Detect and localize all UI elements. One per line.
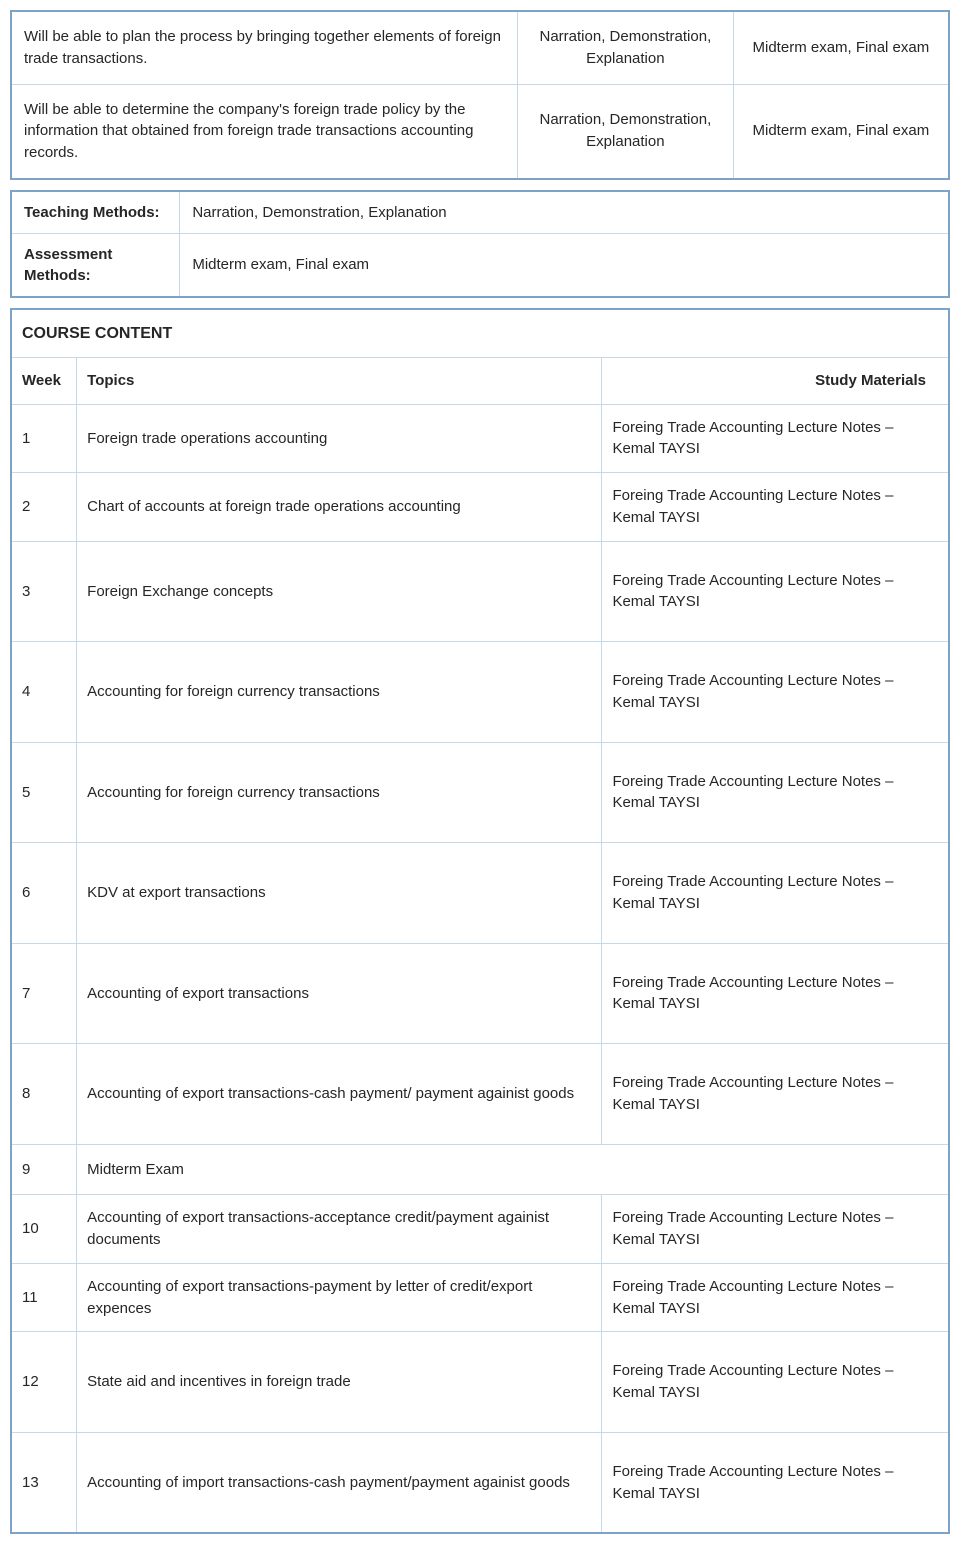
topic-cell: Foreign trade operations accounting (77, 404, 602, 473)
topic-cell: Accounting of export transactions-paymen… (77, 1263, 602, 1332)
topic-cell: KDV at export transactions (77, 843, 602, 944)
study-materials-cell: Foreing Trade Accounting Lecture Notes –… (602, 1044, 949, 1145)
week-cell: 5 (11, 742, 77, 843)
teaching-methods-row: Teaching Methods: Narration, Demonstrati… (11, 191, 949, 234)
study-materials-cell: Foreing Trade Accounting Lecture Notes –… (602, 742, 949, 843)
study-materials-cell: Foreing Trade Accounting Lecture Notes –… (602, 1263, 949, 1332)
course-content-row: 12State aid and incentives in foreign tr… (11, 1332, 949, 1433)
course-content-title: COURSE CONTENT (11, 309, 949, 358)
methods-table: Teaching Methods: Narration, Demonstrati… (10, 190, 950, 298)
study-materials-cell: Foreing Trade Accounting Lecture Notes –… (602, 541, 949, 642)
assessment-methods-row: Assessment Methods: Midterm exam, Final … (11, 233, 949, 297)
week-cell: 13 (11, 1432, 77, 1533)
outcome-assess: Midterm exam, Final exam (733, 84, 949, 179)
course-content-row: 13Accounting of import transactions-cash… (11, 1432, 949, 1533)
course-content-row: 4Accounting for foreign currency transac… (11, 642, 949, 743)
topic-cell: Accounting of export transactions (77, 943, 602, 1044)
topic-cell: Chart of accounts at foreign trade opera… (77, 473, 602, 542)
study-materials-cell: Foreing Trade Accounting Lecture Notes –… (602, 1195, 949, 1264)
study-materials-cell: Foreing Trade Accounting Lecture Notes –… (602, 642, 949, 743)
outcome-method: Narration, Demonstration, Explanation (518, 84, 734, 179)
study-materials-cell: Foreing Trade Accounting Lecture Notes –… (602, 843, 949, 944)
week-cell: 4 (11, 642, 77, 743)
course-content-row: 9Midterm Exam (11, 1144, 949, 1195)
outcome-method: Narration, Demonstration, Explanation (518, 11, 734, 84)
outcome-desc: Will be able to determine the company's … (11, 84, 518, 179)
course-content-row: 11Accounting of export transactions-paym… (11, 1263, 949, 1332)
topic-cell: Accounting of export transactions-accept… (77, 1195, 602, 1264)
topic-cell: Accounting for foreign currency transact… (77, 742, 602, 843)
topic-cell: Midterm Exam (77, 1144, 949, 1195)
teaching-methods-label: Teaching Methods: (11, 191, 180, 234)
course-content-row: 5Accounting for foreign currency transac… (11, 742, 949, 843)
study-materials-cell: Foreing Trade Accounting Lecture Notes –… (602, 1432, 949, 1533)
week-cell: 7 (11, 943, 77, 1044)
study-materials-cell: Foreing Trade Accounting Lecture Notes –… (602, 404, 949, 473)
week-cell: 12 (11, 1332, 77, 1433)
week-cell: 11 (11, 1263, 77, 1332)
course-content-row: 1Foreign trade operations accountingFore… (11, 404, 949, 473)
outcome-desc: Will be able to plan the process by brin… (11, 11, 518, 84)
teaching-methods-value: Narration, Demonstration, Explanation (180, 191, 949, 234)
week-cell: 8 (11, 1044, 77, 1145)
topic-cell: Accounting of import transactions-cash p… (77, 1432, 602, 1533)
course-content-row: 8Accounting of export transactions-cash … (11, 1044, 949, 1145)
course-content-row: 7Accounting of export transactionsForein… (11, 943, 949, 1044)
course-content-row: 3Foreign Exchange conceptsForeing Trade … (11, 541, 949, 642)
assessment-methods-value: Midterm exam, Final exam (180, 233, 949, 297)
study-materials-cell: Foreing Trade Accounting Lecture Notes –… (602, 943, 949, 1044)
outcomes-table: Will be able to plan the process by brin… (10, 10, 950, 180)
topic-cell: Accounting for foreign currency transact… (77, 642, 602, 743)
course-content-header-row: Week Topics Study Materials (11, 357, 949, 404)
week-cell: 3 (11, 541, 77, 642)
topic-cell: Accounting of export transactions-cash p… (77, 1044, 602, 1145)
header-study-materials: Study Materials (602, 357, 949, 404)
outcome-row: Will be able to plan the process by brin… (11, 11, 949, 84)
course-content-row: 6KDV at export transactionsForeing Trade… (11, 843, 949, 944)
week-cell: 10 (11, 1195, 77, 1264)
outcome-assess: Midterm exam, Final exam (733, 11, 949, 84)
week-cell: 9 (11, 1144, 77, 1195)
study-materials-cell: Foreing Trade Accounting Lecture Notes –… (602, 473, 949, 542)
study-materials-cell: Foreing Trade Accounting Lecture Notes –… (602, 1332, 949, 1433)
course-content-table: COURSE CONTENT Week Topics Study Materia… (10, 308, 950, 1535)
header-topics: Topics (77, 357, 602, 404)
outcome-row: Will be able to determine the company's … (11, 84, 949, 179)
topic-cell: State aid and incentives in foreign trad… (77, 1332, 602, 1433)
week-cell: 6 (11, 843, 77, 944)
course-content-row: 10Accounting of export transactions-acce… (11, 1195, 949, 1264)
week-cell: 1 (11, 404, 77, 473)
course-content-row: 2Chart of accounts at foreign trade oper… (11, 473, 949, 542)
assessment-methods-label: Assessment Methods: (11, 233, 180, 297)
week-cell: 2 (11, 473, 77, 542)
header-week: Week (11, 357, 77, 404)
topic-cell: Foreign Exchange concepts (77, 541, 602, 642)
